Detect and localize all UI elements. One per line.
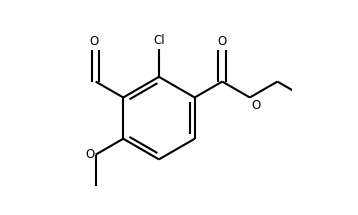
Text: O: O (218, 35, 227, 48)
Text: O: O (85, 148, 95, 161)
Text: O: O (90, 35, 99, 48)
Text: Cl: Cl (153, 34, 165, 47)
Text: O: O (251, 99, 260, 112)
